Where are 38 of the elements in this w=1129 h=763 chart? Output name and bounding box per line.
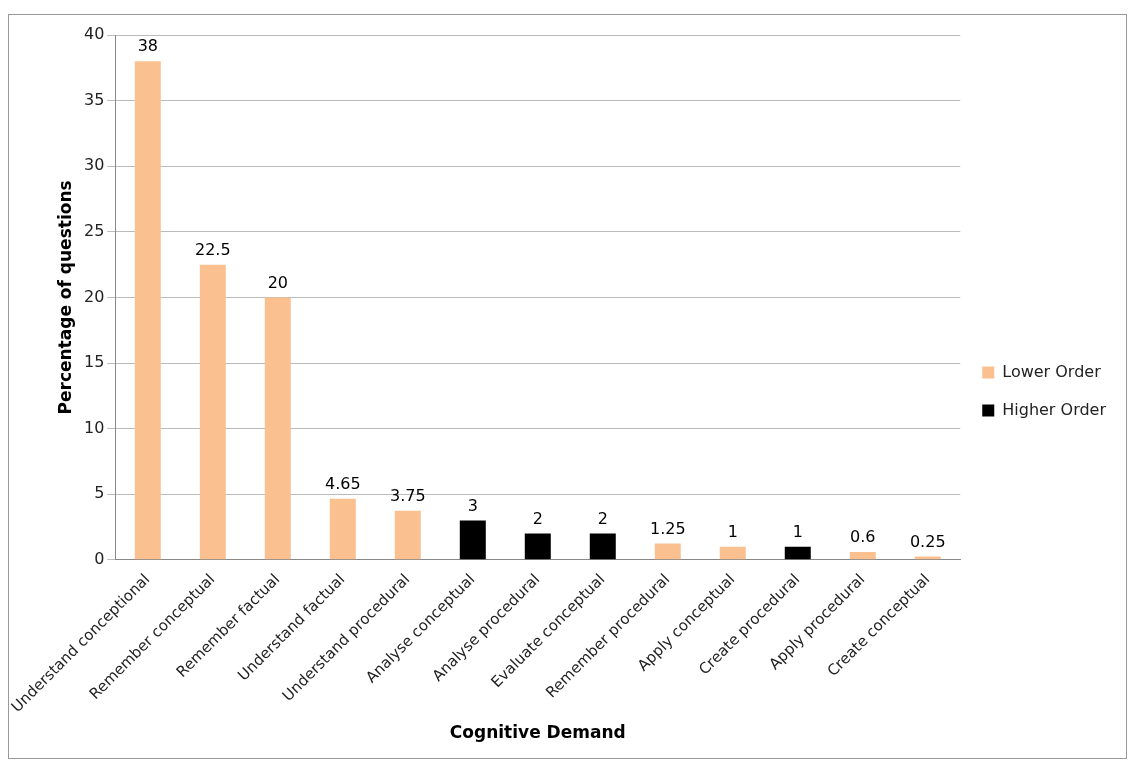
data-label: 0.25: [909, 531, 946, 551]
data-label: 20: [267, 272, 288, 292]
y-tick-label: 5: [94, 483, 105, 503]
bar: [329, 498, 356, 560]
y-tick-label: 10: [83, 417, 105, 437]
data-label: 1: [727, 521, 738, 541]
bar: [654, 543, 681, 560]
y-tick-label: 0: [94, 549, 105, 569]
data-label: 2: [597, 508, 608, 528]
data-label: 4.65: [324, 474, 361, 493]
data-label: 38: [137, 36, 158, 56]
data-label: 1.25: [649, 518, 686, 538]
bar: [589, 533, 616, 560]
data-label: 3.75: [389, 485, 426, 505]
y-tick-label: 30: [83, 155, 105, 175]
legend-label: Lower Order: [1002, 361, 1102, 381]
data-label: 1: [792, 521, 803, 541]
bar: [524, 533, 551, 560]
bar: [719, 546, 746, 560]
data-label: 3: [467, 495, 478, 515]
data-label: 2: [532, 508, 543, 528]
y-tick-label: 25: [83, 220, 105, 240]
y-axis-title: Percentage of questions: [55, 180, 76, 415]
bar: [784, 546, 811, 560]
data-label: 0.6: [850, 527, 876, 547]
bar: [134, 61, 161, 560]
y-tick-label: 20: [83, 286, 105, 306]
y-tick-label: 35: [83, 89, 105, 109]
bar: [849, 551, 876, 560]
data-label: 22.5: [194, 239, 231, 259]
legend-label: Higher Order: [1002, 399, 1107, 419]
y-tick-label: 40: [83, 24, 105, 44]
y-tick-label: 15: [83, 352, 105, 372]
bar: [394, 510, 421, 560]
x-axis-title: Cognitive Demand: [449, 722, 626, 743]
bar: [199, 264, 226, 560]
bar: [459, 520, 486, 560]
bar: [264, 297, 291, 560]
